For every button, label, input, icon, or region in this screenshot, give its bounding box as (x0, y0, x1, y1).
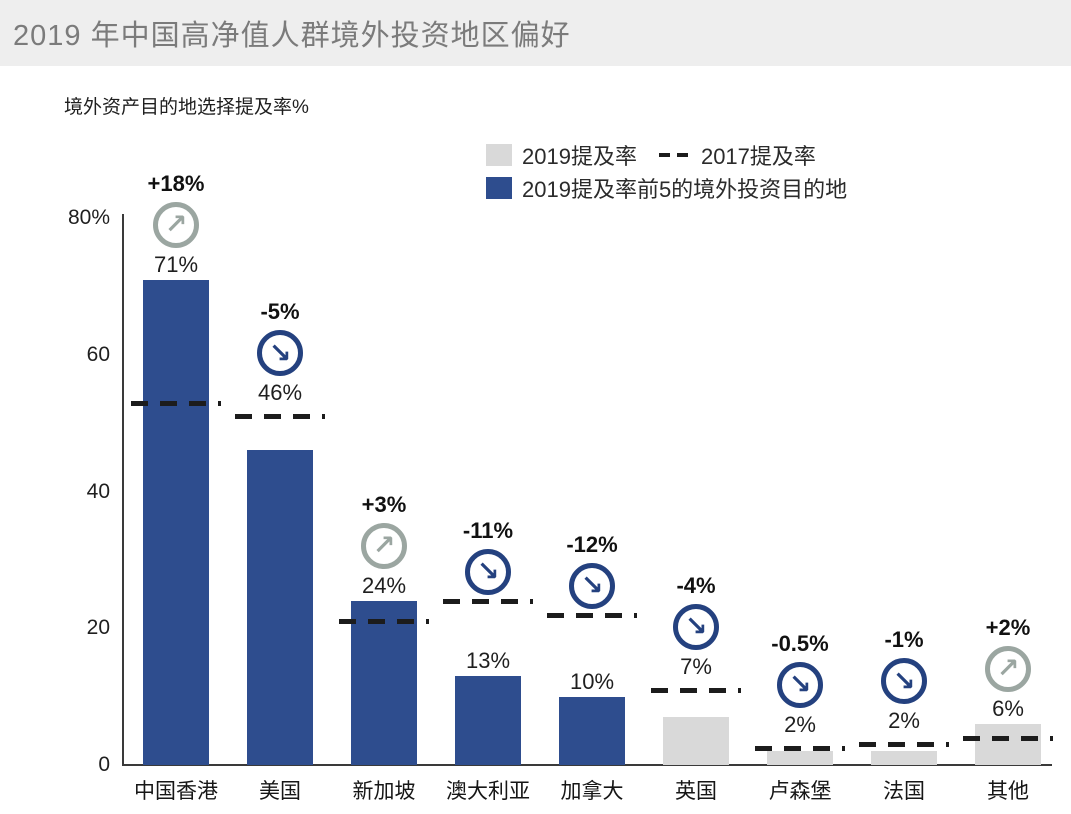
x-axis-category-label: 英国 (675, 780, 717, 803)
bar-value-label: 6% (992, 695, 1024, 721)
bar-value-label: 13% (465, 648, 511, 674)
bar-value-label: 7% (680, 653, 712, 679)
y-axis-line (122, 214, 124, 765)
chart-legend: 2019提及率 2017提及率 2019提及率前5的境外投资目的地 (486, 138, 847, 204)
bar-top5 (351, 600, 417, 765)
x-axis-category-label: 法国 (883, 780, 925, 803)
x-axis-category-label: 新加坡 (352, 780, 416, 803)
trend-down-icon: ↘ (881, 658, 927, 705)
bar-other (663, 717, 729, 765)
trend-down-icon: ↘ (569, 562, 615, 609)
y-axis-title: 境外资产目的地选择提及率% (64, 97, 309, 118)
trend-down-icon: ↘ (465, 548, 511, 595)
bar-top5 (143, 279, 209, 765)
x-axis-category-label: 美国 (259, 780, 301, 803)
trend-down-icon: ↘ (257, 330, 303, 377)
dashed-2017-line (547, 612, 637, 618)
page-title: 2019 年中国高净值人群境外投资地区偏好 (13, 20, 571, 52)
change-label: -11% (462, 517, 514, 543)
change-label: -1% (884, 627, 924, 653)
y-axis-tick-label: 60 (86, 342, 110, 366)
change-label: -5% (260, 299, 300, 325)
x-axis-line (122, 764, 1052, 766)
x-axis-category-label: 加拿大 (560, 780, 624, 803)
bar-top5 (247, 450, 313, 765)
legend-row-1: 2019提及率 2017提及率 (486, 138, 847, 171)
y-axis-tick-label: 0 (98, 753, 110, 776)
bar-value-label: 10% (569, 668, 615, 694)
bar-other (767, 751, 833, 765)
trend-down-icon: ↘ (673, 603, 719, 650)
bar-value-label: 2% (888, 708, 920, 734)
y-axis-tick-label: 40 (86, 479, 110, 503)
legend-label-2017: 2017提及率 (700, 143, 816, 169)
x-axis-category-label: 其他 (987, 780, 1029, 803)
page-header: 2019 年中国高净值人群境外投资地区偏好 (0, 0, 1071, 66)
bar-other (871, 751, 937, 765)
bar-other (975, 723, 1041, 765)
dashed-2017-line (755, 745, 845, 751)
legend-label-top5: 2019提及率前5的境外投资目的地 (522, 176, 848, 202)
dashed-2017-line (651, 687, 741, 693)
x-axis-category-label: 中国香港 (134, 780, 218, 803)
y-axis-tick-label: 80% (67, 206, 110, 229)
change-label: +18% (147, 170, 205, 196)
dashed-2017-line (131, 400, 221, 406)
trend-up-icon: ↗ (361, 522, 407, 569)
x-axis-category-label: 卢森堡 (768, 780, 832, 803)
legend-swatch-2019-gray (486, 143, 512, 166)
trend-up-icon: ↗ (985, 645, 1031, 692)
change-label: +2% (985, 614, 1031, 640)
change-label: -0.5% (771, 630, 829, 656)
x-axis-category-label: 澳大利亚 (446, 780, 530, 803)
y-axis-tick-label: 20 (86, 616, 110, 640)
trend-down-icon: ↘ (777, 661, 823, 708)
legend-dashed-line-icon (658, 152, 691, 157)
trend-up-icon: ↗ (153, 201, 199, 248)
legend-label-2019: 2019提及率 (522, 143, 637, 169)
bar-value-label: 71% (153, 251, 199, 277)
bar-value-label: 2% (784, 711, 816, 737)
legend-row-2: 2019提及率前5的境外投资目的地 (486, 171, 847, 204)
change-label: -12% (566, 531, 618, 557)
legend-swatch-top5-blue (486, 176, 512, 199)
bar-top5 (559, 696, 625, 765)
change-label: +3% (361, 491, 407, 517)
dashed-2017-line (235, 414, 325, 420)
bar-top5 (455, 676, 521, 765)
bar-value-label: 46% (257, 380, 303, 406)
bar-value-label: 24% (361, 572, 407, 598)
dashed-2017-line (859, 742, 949, 748)
dashed-2017-line (339, 619, 429, 625)
dashed-2017-line (963, 735, 1053, 741)
change-label: -4% (676, 572, 716, 598)
dashed-2017-line (443, 598, 533, 604)
